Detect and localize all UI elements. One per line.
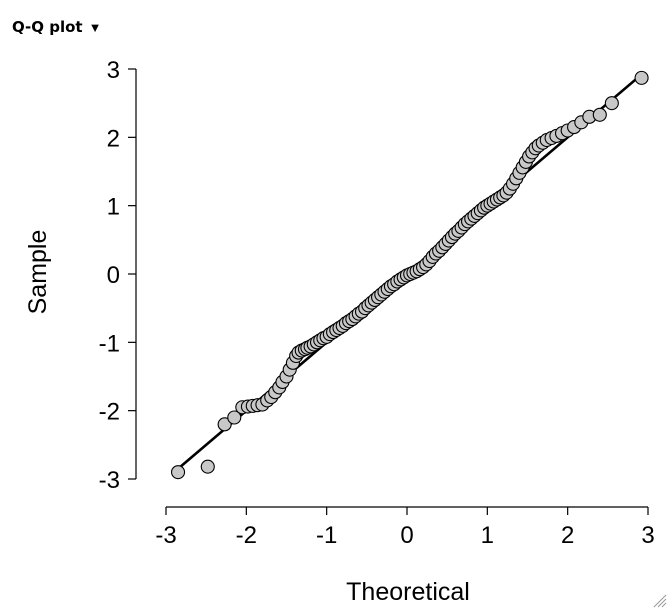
triangle-down-icon[interactable]: ▼ — [88, 19, 102, 35]
y-tick-label: -2 — [99, 399, 120, 426]
x-tick-label: 2 — [561, 522, 574, 549]
panel-title: Q-Q plot — [12, 18, 83, 36]
y-axis-label: Sample — [24, 230, 52, 315]
data-point — [604, 96, 619, 111]
data-point — [592, 107, 607, 122]
data-points — [171, 70, 649, 480]
x-tick-label: -2 — [236, 522, 257, 549]
y-tick-label: 0 — [107, 262, 120, 289]
x-tick-label: 1 — [481, 522, 494, 549]
x-tick-label: 3 — [641, 522, 654, 549]
qq-plot-panel-header[interactable]: Q-Q plot ▼ — [12, 18, 101, 36]
y-tick-label: -1 — [99, 330, 120, 357]
x-tick-label: -1 — [316, 522, 337, 549]
data-point — [171, 465, 186, 480]
y-tick-label: 3 — [107, 57, 120, 84]
y-tick-label: 1 — [107, 194, 120, 221]
x-tick-label: 0 — [400, 522, 413, 549]
x-tick-label: -3 — [155, 522, 176, 549]
axes: -3 -2 -1 0 1 2 3 3 2 1 0 -1 -2 -3 — [99, 57, 655, 549]
x-axis-label: Theoretical — [346, 578, 470, 606]
data-point — [227, 410, 242, 425]
data-point — [634, 70, 649, 85]
data-point — [200, 459, 215, 474]
y-tick-label: 2 — [107, 125, 120, 152]
resize-grip-icon[interactable] — [651, 592, 667, 608]
data-point — [217, 417, 232, 432]
y-tick-label: -3 — [99, 467, 120, 494]
